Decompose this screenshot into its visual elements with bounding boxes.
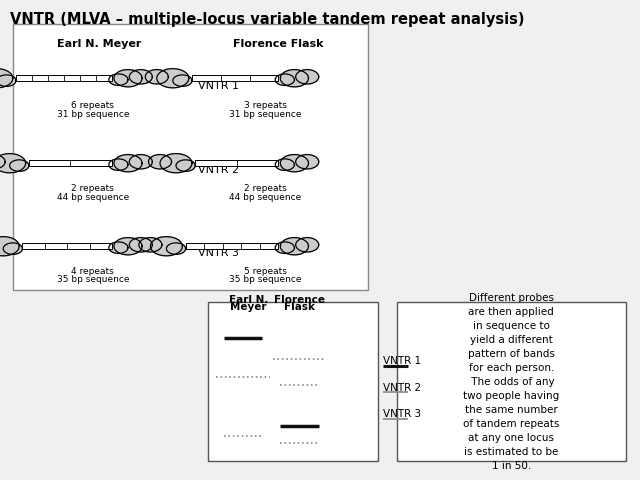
Text: 44 bp sequence: 44 bp sequence [230, 193, 301, 202]
Text: 6 repeats: 6 repeats [72, 101, 114, 110]
Text: 4 repeats: 4 repeats [72, 267, 114, 276]
Text: VNTR 1: VNTR 1 [383, 357, 421, 366]
Text: Meyer: Meyer [230, 302, 267, 312]
Polygon shape [109, 242, 128, 253]
Text: Flask: Flask [284, 302, 315, 312]
FancyBboxPatch shape [13, 24, 368, 290]
Text: Florence Flask: Florence Flask [233, 39, 324, 49]
Polygon shape [150, 237, 182, 256]
Polygon shape [173, 75, 192, 86]
Polygon shape [3, 243, 22, 254]
Bar [192, 75, 278, 81]
Text: 35 bp sequence: 35 bp sequence [56, 276, 129, 284]
Polygon shape [296, 238, 319, 252]
Polygon shape [176, 160, 195, 171]
Text: VNTR 3: VNTR 3 [383, 409, 421, 419]
Polygon shape [114, 155, 142, 172]
Polygon shape [0, 155, 5, 169]
Text: 3 repeats: 3 repeats [244, 101, 287, 110]
Bar [29, 160, 112, 166]
Polygon shape [129, 238, 152, 252]
Polygon shape [129, 155, 152, 169]
Polygon shape [296, 155, 319, 169]
Text: 31 bp sequence: 31 bp sequence [56, 110, 129, 119]
Polygon shape [0, 154, 26, 173]
Polygon shape [114, 238, 142, 255]
Polygon shape [166, 243, 186, 254]
Text: 35 bp sequence: 35 bp sequence [229, 276, 302, 284]
Text: 2 repeats: 2 repeats [72, 184, 114, 193]
Text: 5 repeats: 5 repeats [244, 267, 287, 276]
Bar [195, 160, 278, 166]
Polygon shape [139, 238, 162, 252]
Polygon shape [145, 70, 168, 84]
Polygon shape [109, 74, 128, 85]
Text: 44 bp sequence: 44 bp sequence [57, 193, 129, 202]
Bar [22, 243, 112, 249]
Polygon shape [0, 69, 13, 88]
Text: VNTR (MLVA – multiple-locus variable tandem repeat analysis): VNTR (MLVA – multiple-locus variable tan… [10, 12, 524, 27]
Polygon shape [280, 155, 308, 172]
Text: Different probes
are then applied
in sequence to
yield a different
pattern of ba: Different probes are then applied in seq… [463, 293, 559, 470]
Text: Florence: Florence [274, 295, 325, 305]
Text: VNTR 3: VNTR 3 [198, 249, 239, 258]
Text: 31 bp sequence: 31 bp sequence [229, 110, 302, 119]
Text: Earl N. Meyer: Earl N. Meyer [57, 39, 141, 49]
Polygon shape [0, 75, 16, 86]
Polygon shape [0, 237, 19, 256]
Polygon shape [160, 154, 192, 173]
Polygon shape [275, 242, 294, 253]
Text: VNTR 1: VNTR 1 [198, 82, 239, 91]
Polygon shape [10, 160, 29, 171]
FancyBboxPatch shape [397, 302, 626, 461]
Polygon shape [280, 238, 308, 255]
Text: 2 repeats: 2 repeats [244, 184, 287, 193]
Text: Earl N.: Earl N. [228, 295, 268, 305]
Polygon shape [114, 70, 142, 87]
Bar [186, 243, 278, 249]
Polygon shape [275, 159, 294, 170]
Text: VNTR 2: VNTR 2 [383, 383, 421, 393]
Text: VNTR 2: VNTR 2 [198, 166, 239, 175]
Polygon shape [275, 74, 294, 85]
Polygon shape [296, 70, 319, 84]
Bar [16, 75, 112, 81]
Polygon shape [157, 69, 189, 88]
FancyBboxPatch shape [208, 302, 378, 461]
Polygon shape [148, 155, 172, 169]
Polygon shape [280, 70, 308, 87]
Polygon shape [129, 70, 152, 84]
Polygon shape [109, 159, 128, 170]
